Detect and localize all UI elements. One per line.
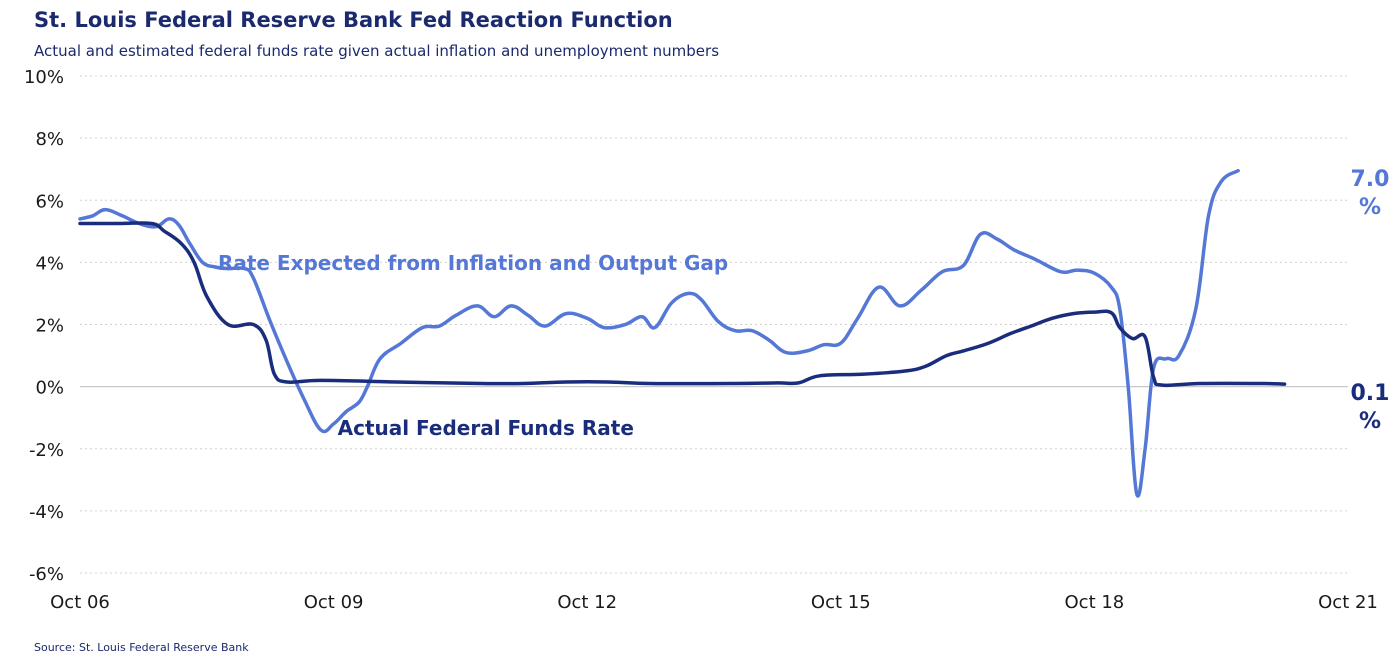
x-tick-label: Oct 09 bbox=[304, 592, 364, 613]
y-tick-label: 8% bbox=[35, 129, 64, 150]
series-lines bbox=[78, 168, 1287, 498]
expected-rate-annotation: Rate Expected from Inflation and Output … bbox=[218, 251, 728, 275]
y-tick-label: 10% bbox=[24, 67, 64, 88]
x-axis-ticks: Oct 06 Oct 09 Oct 12 Oct 15 Oct 18 Oct 21 bbox=[50, 592, 1378, 613]
y-tick-label: 4% bbox=[35, 253, 64, 274]
y-axis-ticks: -6% -4% -2% 0% 2% 4% 6% 8% 10% bbox=[24, 67, 64, 585]
end-label-unit: % bbox=[1359, 195, 1381, 220]
end-value-labels: 7.0% 0.1% bbox=[1351, 167, 1390, 434]
end-label-unit: % bbox=[1359, 409, 1381, 434]
x-tick-label: Oct 18 bbox=[1065, 592, 1125, 613]
x-tick-label: Oct 06 bbox=[50, 592, 110, 613]
y-tick-label: -6% bbox=[29, 564, 64, 585]
actual-rate-annotation: Actual Federal Funds Rate bbox=[338, 416, 634, 440]
x-tick-label: Oct 12 bbox=[557, 592, 617, 613]
series-annotations: Rate Expected from Inflation and Output … bbox=[218, 251, 728, 440]
y-tick-label: 2% bbox=[35, 316, 64, 337]
end-label-value: 0.1 bbox=[1351, 381, 1390, 406]
y-tick-label: 0% bbox=[35, 378, 64, 399]
x-tick-label: Oct 15 bbox=[811, 592, 871, 613]
y-tick-label: -4% bbox=[29, 502, 64, 523]
y-tick-label: -2% bbox=[29, 440, 64, 461]
chart-title: St. Louis Federal Reserve Bank Fed React… bbox=[34, 8, 673, 32]
expected-rate-line bbox=[78, 168, 1240, 498]
chart-subtitle: Actual and estimated federal funds rate … bbox=[34, 42, 720, 60]
source-note: Source: St. Louis Federal Reserve Bank bbox=[34, 641, 249, 654]
actual-rate-line bbox=[78, 221, 1287, 388]
y-tick-label: 6% bbox=[35, 191, 64, 212]
gridlines bbox=[80, 75, 1348, 574]
end-label-value: 7.0 bbox=[1351, 167, 1390, 192]
x-tick-label: Oct 21 bbox=[1318, 592, 1378, 613]
